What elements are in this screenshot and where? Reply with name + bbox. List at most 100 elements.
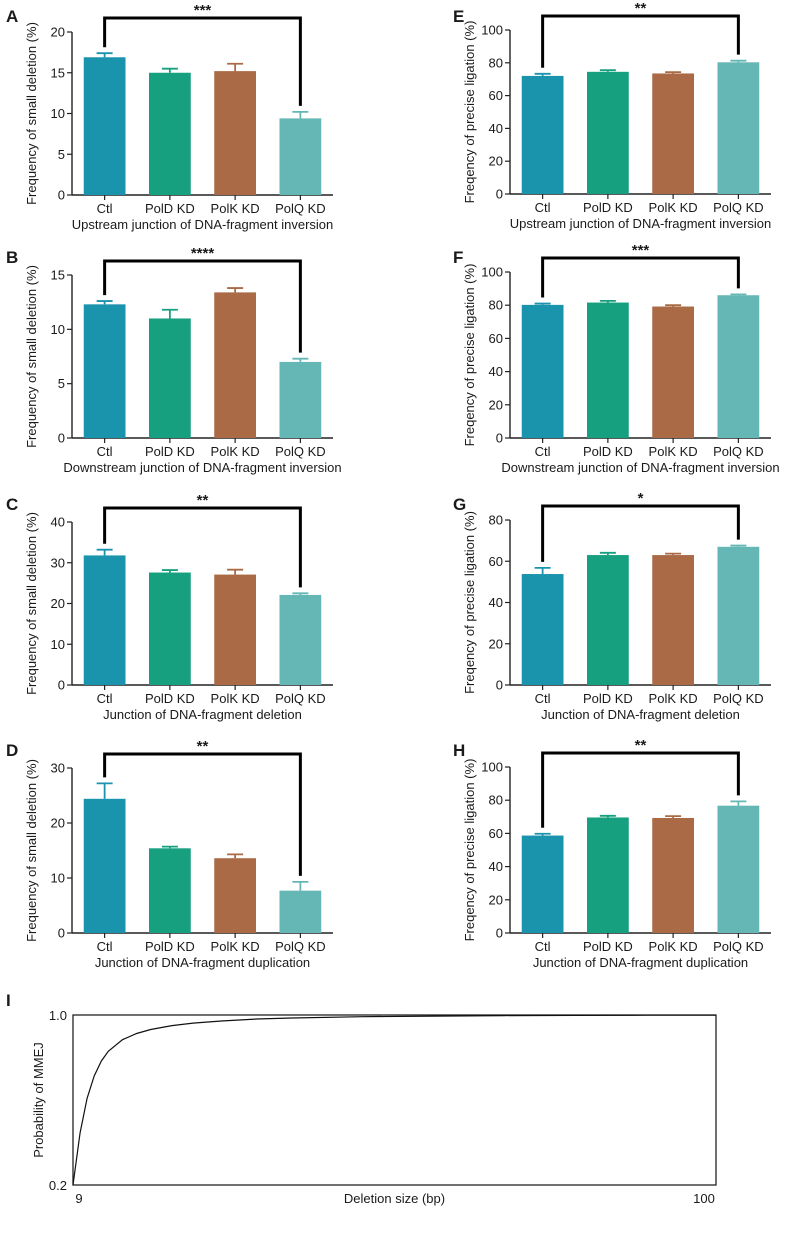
panel-e: E 0 20 40 60 80 100 Freqency of precise ligatio… (453, 0, 771, 231)
x-axis-label: Junction of DNA-fragment duplication (95, 955, 310, 970)
category-label: PolD KD (145, 201, 195, 216)
y-tick-label: 0 (58, 431, 65, 446)
significance-label: ** (197, 738, 209, 755)
category-label: PolD KD (583, 691, 633, 706)
significance-bracket (103, 16, 302, 106)
y-tick-label: 100 (481, 23, 503, 38)
y-tick-label: 20 (51, 25, 65, 40)
category-label: PolQ KD (275, 691, 326, 706)
x-axis-label: Deletion size (bp) (344, 1191, 445, 1206)
bar-pold-kd (148, 318, 191, 438)
y-axis-label: Freqency of precise ligation (%) (462, 759, 477, 942)
panel-letter: C (6, 495, 18, 514)
y-axis-label: Probability of MMEJ (31, 1042, 46, 1158)
y-tick-label: 0 (496, 678, 503, 693)
bar-polq-kd (279, 594, 322, 685)
significance-bracket (103, 259, 302, 353)
category-label: Ctl (535, 200, 551, 215)
bar-pold-kd (148, 848, 191, 933)
bar-polq-kd (279, 118, 322, 195)
bar-polk-kd (652, 817, 695, 933)
panel-letter: A (6, 7, 18, 26)
significance-label: **** (191, 245, 215, 262)
y-tick-label: 0 (496, 926, 503, 941)
x-tick-label: 100 (693, 1191, 715, 1206)
category-label: PolK KD (649, 691, 698, 706)
y-tick-label: 10 (51, 871, 65, 886)
y-tick-label: 20 (51, 816, 65, 831)
x-tick-label: 9 (75, 1191, 82, 1206)
panel-d: D 0 10 20 30 Frequency of small deletion (%) C… (6, 738, 333, 970)
panel-g: G 0 20 40 60 80 Freqency of precise ligation (… (453, 490, 771, 722)
y-tick-label: 100 (481, 265, 503, 280)
bar-pold-kd (586, 817, 629, 933)
category-label: PolD KD (145, 444, 195, 459)
bar-polq-kd (717, 546, 760, 685)
category-label: Ctl (97, 939, 113, 954)
y-tick-label: 40 (489, 364, 503, 379)
y-tick-label: 100 (481, 760, 503, 775)
y-tick-label: 30 (51, 761, 65, 776)
bar-ctl (521, 304, 564, 438)
x-axis-label: Downstream junction of DNA-fragment inve… (63, 460, 341, 475)
y-tick-label: 10 (51, 637, 65, 652)
category-label: PolD KD (145, 939, 195, 954)
y-tick-label: 0 (496, 431, 503, 446)
category-label: PolD KD (583, 444, 633, 459)
y-axis-label: Freqency of precise ligation (%) (462, 264, 477, 447)
bar-pold-kd (586, 71, 629, 194)
bar-ctl (83, 57, 126, 195)
panel-f: F 0 20 40 60 80 100 Freqency of precise ligatio… (453, 242, 780, 475)
bar-polq-kd (279, 890, 322, 933)
bar-ctl (521, 835, 564, 933)
x-axis-label: Junction of DNA-fragment duplication (533, 955, 748, 970)
y-tick-label: 80 (489, 298, 503, 313)
y-tick-label: 10 (51, 106, 65, 121)
bar-pold-kd (148, 72, 191, 195)
significance-bracket (541, 256, 740, 298)
category-label: PolQ KD (713, 200, 764, 215)
bar-polq-kd (717, 295, 760, 438)
y-axis-label: Frequency of small deletion (%) (24, 265, 39, 448)
panel-letter: E (453, 7, 464, 26)
x-axis-label: Junction of DNA-fragment deletion (541, 707, 740, 722)
y-axis-label: Freqency of precise ligation (%) (462, 511, 477, 694)
y-tick-label: 60 (489, 88, 503, 103)
y-axis-label: Frequency of small deletion (%) (24, 512, 39, 695)
category-label: Ctl (535, 444, 551, 459)
x-axis-label: Upstream junction of DNA-fragment invers… (72, 217, 334, 232)
category-label: PolD KD (145, 691, 195, 706)
y-tick-label: 20 (51, 596, 65, 611)
bar-ctl (521, 75, 564, 194)
y-tick-label: 40 (489, 859, 503, 874)
y-tick-label: 40 (489, 595, 503, 610)
bar-polk-kd (652, 555, 695, 685)
x-axis-label: Junction of DNA-fragment deletion (103, 707, 302, 722)
y-tick-label: 60 (489, 826, 503, 841)
y-tick-label: 20 (489, 154, 503, 169)
panel-letter: F (453, 248, 463, 267)
bar-polk-kd (214, 574, 257, 685)
category-label: Ctl (97, 444, 113, 459)
category-label: PolQ KD (275, 201, 326, 216)
bar-pold-kd (586, 555, 629, 685)
category-label: PolK KD (211, 691, 260, 706)
y-tick-label: 20 (489, 636, 503, 651)
significance-label: ** (635, 0, 647, 17)
category-label: Ctl (535, 691, 551, 706)
bar-polq-kd (279, 361, 322, 438)
y-tick-label: 0 (58, 678, 65, 693)
category-label: PolK KD (649, 939, 698, 954)
category-label: PolK KD (649, 200, 698, 215)
plot-frame (72, 1014, 717, 1186)
significance-bracket (103, 506, 302, 588)
y-tick-label: 60 (489, 554, 503, 569)
significance-label: *** (632, 242, 650, 259)
y-tick-label: 40 (489, 121, 503, 136)
y-tick-label: 20 (489, 397, 503, 412)
category-label: PolQ KD (275, 939, 326, 954)
panel-letter: D (6, 741, 18, 760)
significance-label: ** (635, 737, 647, 754)
category-label: PolD KD (583, 200, 633, 215)
